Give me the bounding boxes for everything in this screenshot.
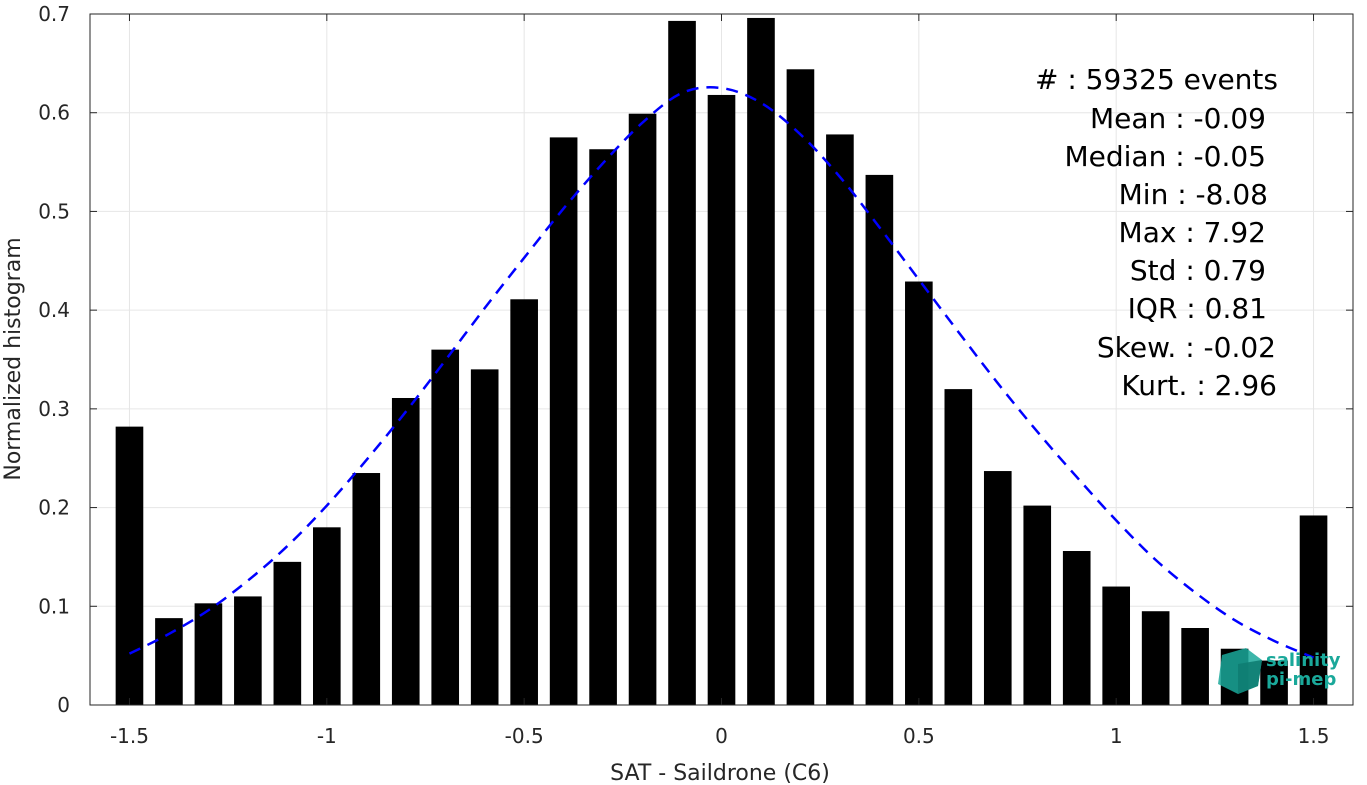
stats-box: # : 59325 events Mean : -0.09 Median : -… [1035,63,1278,402]
histogram-bar [826,134,854,706]
histogram-bar [747,17,775,706]
histogram-bar [786,69,815,705]
tick-marks [90,13,1353,706]
histogram-bar [905,281,933,705]
histogram-bar [273,561,302,705]
stat-skew: Skew. : -0.02 [1097,331,1276,364]
y-tick-label: 0 [57,693,70,717]
histogram-bar [1299,515,1328,705]
x-tick-label: -1 [317,724,337,748]
x-tick-label: -0.5 [505,724,544,748]
y-tick-labels: 0 0.1 0.2 0.3 0.4 0.5 0.6 0.7 [38,2,70,717]
histogram-bar [589,149,617,705]
histogram-bar [549,137,578,706]
logo-cube-shade [1238,660,1262,694]
histogram-bar [510,299,538,705]
fit-curve [128,86,1315,659]
histogram-bar [115,426,144,705]
y-tick-label: 0.6 [38,101,70,125]
x-tick-label: 1.5 [1298,724,1330,748]
histogram-bar [155,618,183,705]
x-tick-label: 1 [1110,724,1123,748]
logo-text-line1: salinity [1266,650,1341,671]
histogram-bar [1102,586,1131,705]
histogram-bar [470,369,499,705]
histogram-bar [865,174,894,705]
x-tick-label: -1.5 [110,724,149,748]
stat-max: Max : 7.92 [1119,216,1266,249]
y-tick-label: 0.7 [38,2,70,26]
histogram-bar [944,389,973,705]
histogram-bar [1062,551,1091,705]
salinity-pimep-logo: salinity pi-mep [1218,648,1341,694]
y-tick-label: 0.3 [38,397,70,421]
stat-min: Min : -8.08 [1119,178,1268,211]
x-tick-labels: -1.5 -1 -0.5 0 0.5 1 1.5 [110,724,1329,748]
histogram-bar [391,397,420,705]
stat-mean: Mean : -0.09 [1090,102,1266,135]
y-tick-label: 0.5 [38,199,70,223]
histogram-bar [194,603,223,705]
x-axis-label: SAT - Saildrone (C6) [610,761,830,785]
y-axis-label: Normalized histogram [1,237,26,480]
histogram-bar [1023,505,1052,705]
x-tick-label: 0 [715,724,728,748]
x-tick-label: 0.5 [903,724,935,748]
bars [115,17,1328,706]
stat-median: Median : -0.05 [1064,140,1266,173]
stat-iqr: IQR : 0.81 [1128,292,1267,325]
histogram-bar [983,471,1012,705]
histogram-bar [668,20,696,706]
histogram-bar [1181,628,1209,705]
y-tick-label: 0.4 [38,298,70,322]
stat-std: Std : 0.79 [1130,254,1266,287]
histogram-bar [234,596,262,705]
histogram-bar [1260,660,1288,705]
histogram-bar [1141,611,1170,705]
stat-kurt: Kurt. : 2.96 [1121,369,1277,402]
histogram-bar [431,349,460,705]
stat-events: # : 59325 events [1035,63,1278,96]
y-tick-label: 0.2 [38,496,70,520]
logo-text-line2: pi-mep [1266,669,1336,690]
y-tick-label: 0.1 [38,594,70,618]
histogram-bar [707,94,736,705]
histogram-bar [352,473,381,705]
histogram-bar [312,527,341,705]
histogram-bar [628,113,657,706]
